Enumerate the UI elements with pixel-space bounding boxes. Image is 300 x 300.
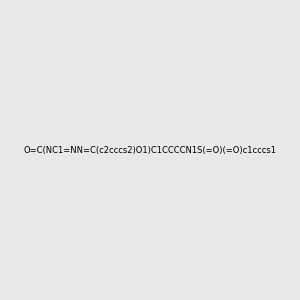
Text: O=C(NC1=NN=C(c2cccs2)O1)C1CCCCN1S(=O)(=O)c1cccs1: O=C(NC1=NN=C(c2cccs2)O1)C1CCCCN1S(=O)(=O… (23, 146, 277, 154)
